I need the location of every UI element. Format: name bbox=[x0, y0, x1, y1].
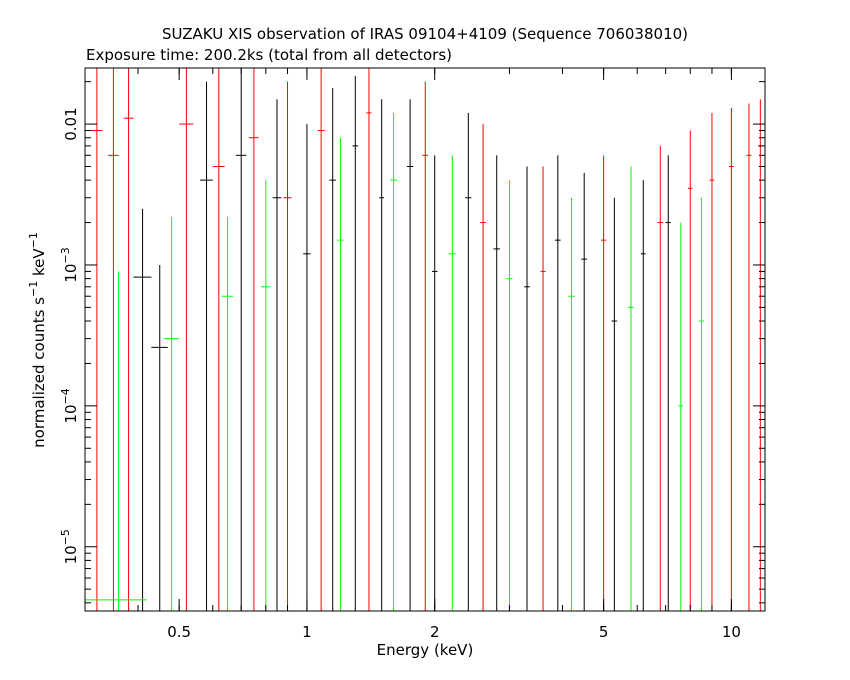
data-point bbox=[628, 166, 634, 611]
y-tick-label: 10−3 bbox=[59, 247, 80, 282]
data-point bbox=[379, 99, 385, 611]
data-point bbox=[524, 166, 530, 611]
y-axis-label-base: normalized counts s bbox=[30, 297, 48, 448]
data-point bbox=[480, 124, 486, 611]
data-point bbox=[261, 180, 271, 611]
data-point bbox=[235, 68, 247, 611]
data-point bbox=[352, 75, 359, 611]
data-point bbox=[611, 197, 618, 611]
series-0 bbox=[133, 68, 671, 611]
data-point bbox=[728, 108, 734, 611]
x-tick-label: 1 bbox=[302, 623, 312, 641]
data-point bbox=[687, 130, 693, 611]
data-point bbox=[133, 208, 152, 611]
data-point bbox=[581, 172, 588, 611]
data-point bbox=[123, 68, 134, 611]
y-axis-label-exp1: −1 bbox=[27, 281, 40, 297]
data-point bbox=[506, 180, 513, 611]
data-point bbox=[406, 99, 414, 611]
y-tick-mantissa: 10 bbox=[62, 545, 80, 564]
series-1 bbox=[91, 68, 763, 611]
data-point bbox=[108, 68, 119, 611]
data-point bbox=[221, 216, 234, 611]
data-point bbox=[568, 197, 575, 611]
data-point bbox=[698, 197, 705, 611]
data-point bbox=[678, 222, 684, 611]
y-tick-label: 10−4 bbox=[59, 388, 80, 423]
data-point bbox=[163, 216, 180, 611]
data-point bbox=[248, 68, 259, 611]
y-tick-exponent: −4 bbox=[59, 388, 72, 404]
data-point bbox=[746, 103, 752, 611]
y-axis-label-exp2: −1 bbox=[27, 232, 40, 248]
x-tick-label: 0.5 bbox=[167, 623, 191, 641]
x-tick-label: 10 bbox=[722, 623, 741, 641]
series-layer bbox=[85, 68, 763, 611]
data-point bbox=[431, 155, 438, 611]
series-2 bbox=[85, 112, 705, 611]
data-point bbox=[337, 137, 344, 611]
data-point bbox=[640, 180, 646, 611]
data-point bbox=[200, 81, 213, 611]
chart-title: SUZAKU XIS observation of IRAS 09104+410… bbox=[162, 25, 688, 43]
data-point bbox=[272, 99, 282, 611]
y-tick-exponent: −3 bbox=[59, 247, 72, 263]
x-axis: 0.5 1 2 5 10 bbox=[84, 68, 741, 641]
data-point bbox=[366, 68, 372, 611]
data-point bbox=[657, 145, 663, 611]
data-point bbox=[85, 271, 148, 611]
y-axis-label: normalized counts s−1 keV−1 bbox=[27, 232, 48, 448]
y-tick-label: 0.01 bbox=[62, 107, 80, 140]
y-tick-mantissa: 0.01 bbox=[62, 107, 80, 140]
chart-subtitle: Exposure time: 200.2ks (total from all d… bbox=[86, 46, 452, 64]
data-point bbox=[91, 68, 103, 611]
data-point bbox=[283, 81, 292, 611]
data-point bbox=[329, 88, 336, 611]
x-tick-label: 5 bbox=[599, 623, 609, 641]
data-point bbox=[390, 112, 398, 611]
data-point bbox=[709, 112, 715, 611]
x-tick-label: 2 bbox=[430, 623, 440, 641]
data-point bbox=[179, 68, 194, 611]
data-point bbox=[540, 166, 546, 611]
data-point bbox=[757, 99, 763, 611]
x-axis-label: Energy (keV) bbox=[377, 641, 474, 659]
y-tick-exponent: −5 bbox=[59, 529, 72, 545]
data-point bbox=[317, 68, 325, 611]
data-point bbox=[465, 112, 472, 611]
y-tick-mantissa: 10 bbox=[62, 404, 80, 423]
data-point bbox=[448, 155, 456, 611]
data-point bbox=[422, 81, 429, 611]
data-point bbox=[151, 264, 168, 611]
data-point bbox=[554, 155, 561, 611]
y-axis-label-mid: keV bbox=[30, 248, 48, 281]
data-point bbox=[303, 124, 311, 611]
data-point bbox=[601, 155, 607, 611]
y-tick-mantissa: 10 bbox=[62, 264, 80, 283]
data-point bbox=[212, 68, 225, 611]
plot-frame bbox=[84, 67, 766, 612]
y-tick-label: 10−5 bbox=[59, 529, 80, 564]
data-point bbox=[493, 155, 500, 611]
data-point bbox=[665, 155, 671, 611]
